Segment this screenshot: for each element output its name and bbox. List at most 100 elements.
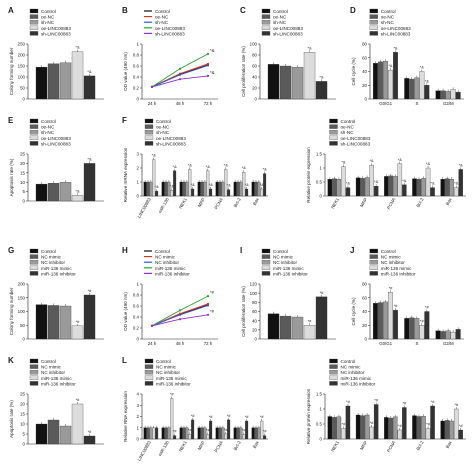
bar bbox=[152, 159, 156, 197]
bar bbox=[444, 178, 450, 197]
bar bbox=[425, 428, 431, 440]
y-tick-label: 20 bbox=[362, 83, 367, 88]
x-tick-label: PCNA bbox=[386, 197, 396, 210]
legend-swatch bbox=[29, 14, 39, 19]
legend-label: miR-136 inhibitor bbox=[41, 271, 76, 276]
legend-swatch bbox=[329, 118, 338, 124]
bar bbox=[373, 186, 379, 197]
legend-label: NC inhibitor bbox=[273, 260, 297, 265]
panel-letter: G bbox=[8, 246, 14, 255]
legend-label: miR-136 mimic bbox=[273, 266, 304, 271]
legend-swatch bbox=[29, 25, 39, 30]
legend-label: Control bbox=[381, 249, 396, 254]
bar bbox=[200, 427, 204, 440]
y-tick-label: 40 bbox=[362, 309, 367, 314]
bar bbox=[83, 294, 96, 340]
panel-letter: H bbox=[122, 246, 128, 255]
y-tick-label: 0 bbox=[320, 194, 323, 199]
bar bbox=[245, 188, 249, 197]
y-tick-label: 3 bbox=[137, 403, 140, 408]
y-axis-label: Cell proliferation rate (%) bbox=[241, 46, 246, 97]
bar bbox=[267, 64, 280, 100]
significance-mark: *# bbox=[170, 392, 175, 397]
bar bbox=[251, 181, 255, 197]
legend-label: miR-136 inhibitor bbox=[156, 381, 191, 386]
legend-label: oe-NC bbox=[156, 125, 170, 130]
bar bbox=[388, 175, 394, 197]
legend-swatch bbox=[29, 124, 39, 129]
legend-swatch bbox=[261, 25, 271, 30]
bar bbox=[372, 303, 378, 340]
legend-swatch bbox=[369, 8, 378, 14]
bar bbox=[414, 318, 420, 340]
bar bbox=[47, 419, 60, 445]
significance-mark: *& bbox=[402, 178, 407, 183]
legend-label: sh-NC bbox=[273, 20, 287, 25]
legend-label: sh-LINC00883 bbox=[273, 31, 303, 36]
significance-mark: *# bbox=[308, 318, 313, 323]
bar bbox=[445, 330, 451, 340]
y-tick-label: 15 bbox=[20, 412, 25, 417]
bar bbox=[327, 179, 333, 197]
legend-swatch bbox=[261, 8, 271, 14]
bar bbox=[254, 427, 258, 440]
y-tick-label: 80 bbox=[252, 53, 257, 58]
significance-mark: *& bbox=[260, 182, 265, 187]
bar bbox=[345, 405, 351, 440]
data-point bbox=[178, 318, 182, 321]
significance-mark: *& bbox=[75, 188, 80, 193]
significance-mark: *# bbox=[459, 423, 464, 428]
bar bbox=[161, 181, 165, 197]
y-tick-label: 80 bbox=[252, 300, 257, 305]
y-tick-label: 200 bbox=[18, 53, 26, 58]
y-tick-label: 1.5 bbox=[316, 152, 323, 157]
significance-mark: *# bbox=[420, 318, 425, 323]
data-point bbox=[206, 62, 210, 65]
bar bbox=[254, 181, 258, 197]
x-tick-label: G2/M bbox=[443, 101, 454, 106]
significance-mark: *& bbox=[393, 45, 398, 50]
bar bbox=[454, 187, 459, 197]
significance-mark: *# bbox=[426, 422, 431, 427]
legend-label: oe-NC bbox=[41, 15, 55, 20]
bar bbox=[315, 296, 328, 340]
bar bbox=[227, 419, 231, 440]
y-axis-label: Relative protein expression bbox=[306, 147, 311, 203]
bar bbox=[424, 311, 430, 340]
legend-swatch bbox=[261, 260, 271, 265]
legend-swatch bbox=[369, 271, 378, 276]
x-tick-label: Bax bbox=[252, 439, 261, 449]
bar bbox=[149, 427, 153, 440]
significance-mark: *# bbox=[260, 414, 265, 419]
significance-mark: *# bbox=[346, 399, 351, 404]
bar bbox=[236, 427, 240, 440]
x-tick-label: NEK1 bbox=[178, 440, 188, 453]
legend-swatch bbox=[261, 31, 271, 36]
significance-mark: *& bbox=[170, 183, 175, 188]
bar bbox=[209, 188, 213, 197]
legend-label: miR-136 mimic bbox=[41, 266, 72, 271]
legend-swatch bbox=[329, 141, 338, 146]
significance-mark: *& bbox=[224, 162, 229, 167]
legend-label: oe-NC bbox=[41, 125, 55, 130]
bar bbox=[373, 404, 379, 440]
y-tick-label: 1 bbox=[137, 42, 140, 47]
legend-swatch bbox=[29, 135, 39, 140]
legend-swatch bbox=[329, 381, 338, 386]
bar bbox=[404, 78, 410, 100]
y-tick-label: 100 bbox=[250, 291, 258, 296]
bar bbox=[455, 329, 461, 340]
data-point bbox=[206, 52, 210, 56]
bar bbox=[372, 63, 378, 100]
x-tick-label: Bax bbox=[252, 196, 261, 206]
data-point bbox=[206, 302, 210, 305]
significance-mark: *# bbox=[209, 414, 214, 419]
legend-label: oe-NC bbox=[273, 15, 287, 20]
bar bbox=[185, 181, 189, 197]
legend-label: oe-LINC00883 bbox=[341, 136, 371, 141]
bar bbox=[327, 416, 333, 440]
bar bbox=[364, 177, 370, 197]
y-axis-label: Cell cycle (%) bbox=[351, 297, 356, 326]
significance-mark: *& bbox=[173, 164, 178, 169]
x-tick-label: NEK1 bbox=[178, 197, 188, 210]
